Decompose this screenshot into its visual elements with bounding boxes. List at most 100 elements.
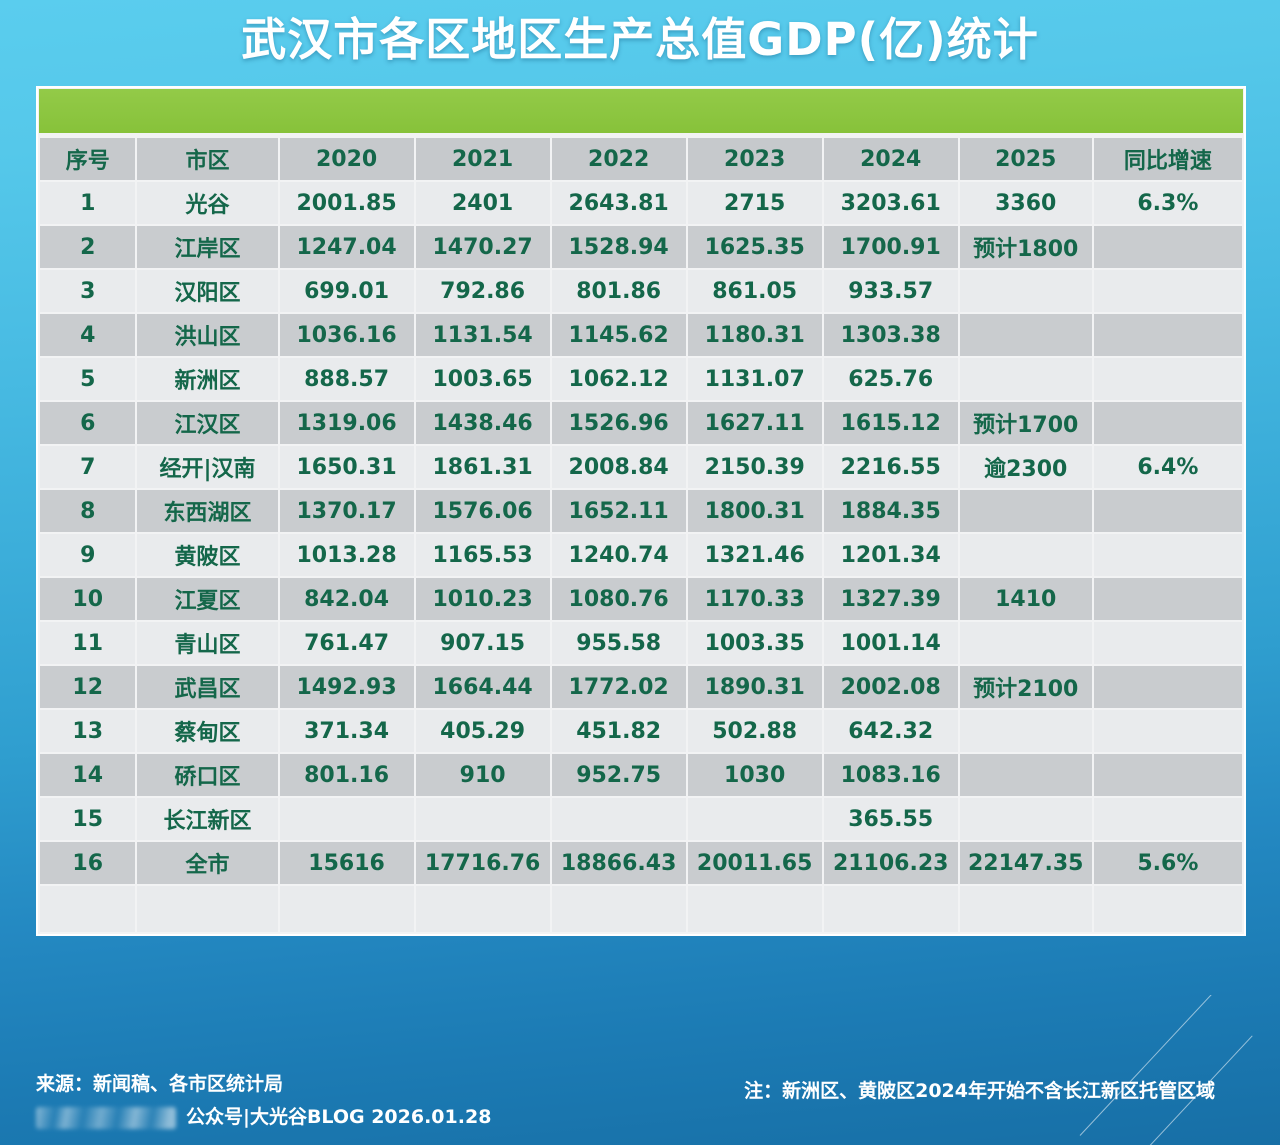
blurred-watermark xyxy=(36,1106,176,1129)
table-row: 16 全市 15616 17716.76 18866.43 20011.65 21106.2… xyxy=(40,842,1242,884)
cell-2022: 1080.76 xyxy=(551,578,686,620)
cell-2025 xyxy=(959,622,1092,664)
cell-empty xyxy=(551,886,686,932)
cell-2020: 801.16 xyxy=(279,754,414,796)
cell-2020: 1492.93 xyxy=(279,666,414,708)
cell-empty xyxy=(415,886,550,932)
cell-district: 光谷 xyxy=(137,182,278,224)
cell-district: 硚口区 xyxy=(137,754,278,796)
cell-growth xyxy=(1093,798,1242,840)
cell-index: 10 xyxy=(40,578,136,620)
cell-2024: 21106.23 xyxy=(823,842,958,884)
cell-district: 全市 xyxy=(137,842,278,884)
cell-empty xyxy=(40,886,136,932)
cell-2021: 1664.44 xyxy=(415,666,550,708)
cell-2024: 3203.61 xyxy=(823,182,958,224)
cell-growth xyxy=(1093,754,1242,796)
cell-2023: 1180.31 xyxy=(687,314,822,356)
cell-2020: 888.57 xyxy=(279,358,414,400)
cell-district: 江岸区 xyxy=(137,226,278,268)
cell-2021: 2401 xyxy=(415,182,550,224)
cell-empty xyxy=(959,886,1092,932)
table-row: 10 江夏区 842.04 1010.23 1080.76 1170.33 1327.39 1… xyxy=(40,578,1242,620)
cell-empty xyxy=(1093,886,1242,932)
cell-2021: 1010.23 xyxy=(415,578,550,620)
cell-2020: 761.47 xyxy=(279,622,414,664)
column-header-2020: 2020 xyxy=(279,138,414,180)
cell-2023: 1170.33 xyxy=(687,578,822,620)
cell-2023: 2150.39 xyxy=(687,446,822,488)
table-row: 3 汉阳区 699.01 792.86 801.86 861.05 933.57 xyxy=(40,270,1242,312)
table-row: 4 洪山区 1036.16 1131.54 1145.62 1180.31 1303.38 xyxy=(40,314,1242,356)
table-row: 12 武昌区 1492.93 1664.44 1772.02 1890.31 2002.08… xyxy=(40,666,1242,708)
table-row: 7 经开|汉南 1650.31 1861.31 2008.84 2150.39 2216.5… xyxy=(40,446,1242,488)
cell-district: 武昌区 xyxy=(137,666,278,708)
cell-index: 3 xyxy=(40,270,136,312)
footer: 来源：新闻稿、各市区统计局 公众号|大光谷BLOG 2026.01.28 注：新… xyxy=(0,1060,1280,1145)
cell-2022: 952.75 xyxy=(551,754,686,796)
cell-2022: 451.82 xyxy=(551,710,686,752)
cell-2024: 1700.91 xyxy=(823,226,958,268)
cell-2022: 1526.96 xyxy=(551,402,686,444)
cell-2023: 502.88 xyxy=(687,710,822,752)
cell-2022: 2008.84 xyxy=(551,446,686,488)
cell-2021: 907.15 xyxy=(415,622,550,664)
cell-2022: 1772.02 xyxy=(551,666,686,708)
footer-left: 来源：新闻稿、各市区统计局 公众号|大光谷BLOG 2026.01.28 xyxy=(36,1068,491,1135)
cell-index: 14 xyxy=(40,754,136,796)
cell-2020: 1650.31 xyxy=(279,446,414,488)
cell-district: 经开|汉南 xyxy=(137,446,278,488)
column-header-district: 市区 xyxy=(137,138,278,180)
cell-2021: 910 xyxy=(415,754,550,796)
cell-index: 12 xyxy=(40,666,136,708)
cell-2021: 1470.27 xyxy=(415,226,550,268)
cell-growth xyxy=(1093,358,1242,400)
table-body: 1 光谷 2001.85 2401 2643.81 2715 3203.61 3360 6.3%… xyxy=(40,182,1242,932)
cell-growth: 5.6% xyxy=(1093,842,1242,884)
cell-2020: 1036.16 xyxy=(279,314,414,356)
cell-district: 青山区 xyxy=(137,622,278,664)
cell-2021: 405.29 xyxy=(415,710,550,752)
cell-2025 xyxy=(959,798,1092,840)
cell-empty xyxy=(279,886,414,932)
cell-2025: 3360 xyxy=(959,182,1092,224)
cell-2022: 1062.12 xyxy=(551,358,686,400)
cell-2021: 1165.53 xyxy=(415,534,550,576)
header-row: 序号 市区 2020 2021 2022 2023 2024 2025 同比增速 xyxy=(40,138,1242,180)
cell-2024: 933.57 xyxy=(823,270,958,312)
cell-2020: 1247.04 xyxy=(279,226,414,268)
cell-2024: 1884.35 xyxy=(823,490,958,532)
column-header-index: 序号 xyxy=(40,138,136,180)
cell-2024: 1615.12 xyxy=(823,402,958,444)
cell-index: 7 xyxy=(40,446,136,488)
table-row: 13 蔡甸区 371.34 405.29 451.82 502.88 642.32 xyxy=(40,710,1242,752)
cell-index: 11 xyxy=(40,622,136,664)
cell-2022 xyxy=(551,798,686,840)
table-row-empty xyxy=(40,886,1242,932)
cell-2023: 1627.11 xyxy=(687,402,822,444)
cell-2023: 1800.31 xyxy=(687,490,822,532)
cell-2022: 1528.94 xyxy=(551,226,686,268)
cell-2025 xyxy=(959,490,1092,532)
cell-index: 5 xyxy=(40,358,136,400)
cell-growth xyxy=(1093,666,1242,708)
cell-2025: 预计1700 xyxy=(959,402,1092,444)
cell-2022: 2643.81 xyxy=(551,182,686,224)
cell-2025 xyxy=(959,534,1092,576)
cell-growth xyxy=(1093,226,1242,268)
cell-district: 江夏区 xyxy=(137,578,278,620)
cell-2024: 1303.38 xyxy=(823,314,958,356)
cell-2020: 1370.17 xyxy=(279,490,414,532)
cell-2025 xyxy=(959,314,1092,356)
cell-2020: 2001.85 xyxy=(279,182,414,224)
cell-2021 xyxy=(415,798,550,840)
cell-district: 东西湖区 xyxy=(137,490,278,532)
cell-2022: 1652.11 xyxy=(551,490,686,532)
cell-index: 8 xyxy=(40,490,136,532)
cell-2023: 1321.46 xyxy=(687,534,822,576)
cell-index: 6 xyxy=(40,402,136,444)
cell-2020: 699.01 xyxy=(279,270,414,312)
cell-growth xyxy=(1093,314,1242,356)
cell-2023: 1131.07 xyxy=(687,358,822,400)
cell-growth xyxy=(1093,490,1242,532)
